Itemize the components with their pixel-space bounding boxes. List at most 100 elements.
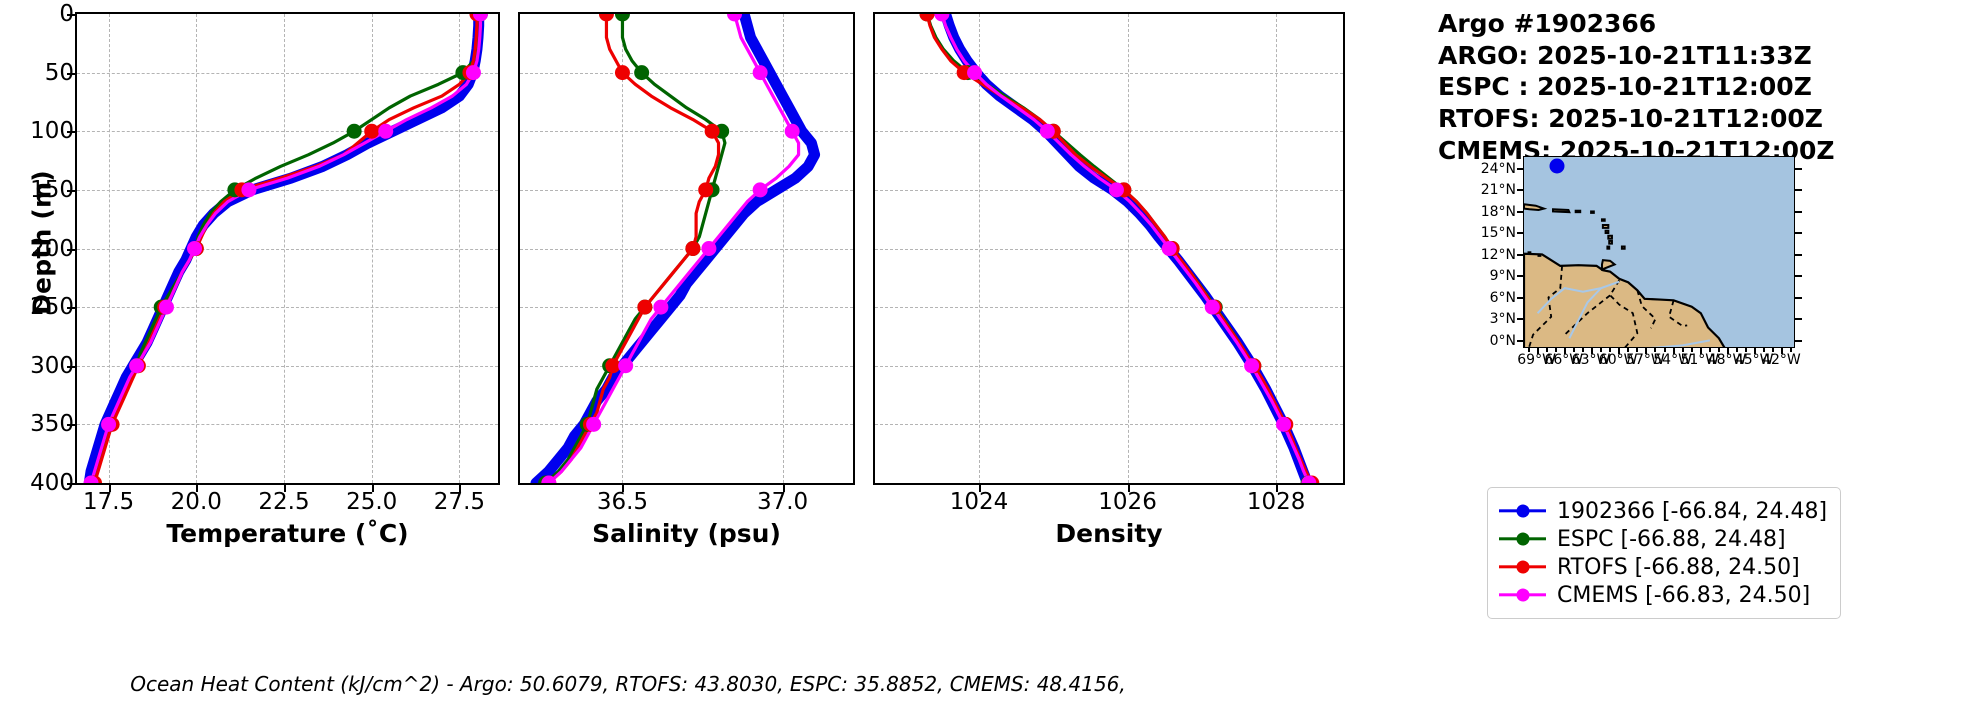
series-marker-ESPC [634,65,650,81]
series-marker-CMEMS [784,123,800,139]
temperature-xtickmark-20.0 [196,485,199,492]
temperature-xtick-20.0: 20.0 [170,489,222,515]
map-lon-minor-tick-bottom [1717,348,1720,352]
temperature-xtickmark-25.0 [371,485,374,492]
series-line-CMEMS [89,14,483,483]
map-lon-tick-top-54°W [1674,156,1676,157]
country-border-1 [1609,279,1639,347]
series-marker-CMEMS [934,14,950,22]
map-lon-minor-tick [1556,156,1558,157]
legend-dot [1516,504,1529,518]
depth-tick-150: 150 [30,176,74,203]
island-9 [1606,245,1611,250]
map-lon-minor-tick-bottom [1554,348,1557,352]
series-line-1902366 [940,14,1313,483]
map-lat-label-24°N: 24°N [1480,160,1516,177]
map-lat-label-12°N: 12°N [1480,246,1516,263]
series-marker-CMEMS [101,416,117,432]
series-marker-CMEMS [158,299,174,315]
series-marker-ESPC [346,123,362,139]
map-lat-tick-right-9°N [1795,275,1802,278]
map-lon-minor-tick-bottom [1736,348,1739,352]
map-lat-label-3°N: 3°N [1489,311,1516,328]
salinity-xtick-37.0: 37.0 [756,489,809,515]
gridline-h [875,307,1343,309]
map-lon-minor-tick-bottom [1772,348,1775,352]
map-lat-label-18°N: 18°N [1480,203,1516,220]
series-marker-RTOFS [956,65,972,81]
series-marker-CMEMS [241,182,257,198]
gridline-h [520,131,853,133]
argo-info-block: Argo #1902366 ARGO: 2025-10-21T11:33Z ESPC… [1438,8,1835,166]
depth-tickmark-150 [67,189,75,192]
map-lat-tick-right-18°N [1795,210,1802,213]
map-lon-minor-tick-bottom [1745,348,1748,352]
legend-item-1[interactable]: ESPC [-66.88, 24.48] [1499,525,1827,553]
gridline-h [875,248,1343,250]
legend-item-3[interactable]: CMEMS [-66.83, 24.50] [1499,581,1827,609]
map-lat-label-21°N: 21°N [1480,182,1516,199]
island-8 [1608,239,1613,245]
series-marker-CMEMS [752,65,768,81]
density-xtick-1024: 1024 [949,489,1009,515]
map-lon-tick-60°W [1618,348,1621,354]
map-svg [1524,157,1794,347]
south-america-landmass [1524,252,1726,347]
series-marker-RTOFS [598,14,614,22]
info-line-2: ESPC : 2025-10-21T12:00Z [1438,72,1812,102]
map-lat-tick-3°N [1517,318,1524,321]
river-1 [1536,280,1620,314]
temperature-xtick-22.5: 22.5 [258,489,310,515]
series-marker-CMEMS [701,241,717,256]
map-canvas [1523,156,1795,348]
legend-item-0[interactable]: 1902366 [-66.84, 24.48] [1499,497,1827,525]
legend-marker-icon [1499,586,1546,604]
density-plot [919,14,1320,483]
legend-marker-icon [1499,558,1546,576]
legend-marker-icon [1499,502,1546,520]
temperature-xtick-27.5: 27.5 [433,489,486,515]
island-11 [1600,259,1617,271]
depth-tick-250: 250 [30,294,74,321]
depth-tickmark-350 [67,424,75,427]
map-lon-tick-top-69°W [1538,156,1540,157]
series-marker-CMEMS [1161,241,1177,256]
island-4 [1600,218,1606,222]
map-lat-tick-right-3°N [1795,318,1802,321]
country-border-0 [1528,265,1563,347]
map-lon-minor-tick [1764,156,1766,157]
legend-item-2[interactable]: RTOFS [-66.88, 24.50] [1499,553,1827,581]
series-marker-CMEMS [727,14,743,22]
series-marker-CMEMS [129,358,145,374]
density-xtickmark-1024 [979,485,981,492]
map-lon-minor-tick-bottom [1690,348,1693,352]
island-1 [1552,208,1571,214]
map-lat-tick-15°N [1517,232,1524,235]
depth-tick-0: 0 [59,1,74,27]
series-line-1902366 [83,14,485,483]
map-lon-tick-top-51°W [1701,156,1703,157]
series-marker-CMEMS [1244,358,1260,374]
series-marker-ESPC [614,14,630,22]
temperature-xtickmark-22.5 [283,485,286,492]
map-lon-tick-66°W [1563,348,1566,354]
salinity-plot [530,14,821,483]
density-xtickmark-1028 [1276,485,1279,492]
series-marker-RTOFS [364,123,380,139]
map-lon-minor-tick [1637,156,1639,157]
map-lon-minor-tick-bottom [1663,348,1666,352]
series-marker-CMEMS [586,416,602,432]
legend-dot [1516,532,1529,546]
gridline-h [520,424,853,426]
map-lon-label-54°W: 54°W [1653,352,1692,368]
legend-label: CMEMS [-66.83, 24.50] [1557,582,1811,608]
map-lon-tick-48°W [1727,348,1729,354]
series-marker-CMEMS [1276,416,1292,432]
series-marker-CMEMS [967,65,983,81]
map-lon-minor-tick-bottom [1636,348,1639,352]
density-xtick-1026: 1026 [1098,489,1157,515]
series-marker-RTOFS [698,182,714,198]
island-10 [1620,245,1626,250]
map-lon-tick-top-66°W [1565,156,1567,157]
map-lat-tick-right-6°N [1795,296,1802,299]
